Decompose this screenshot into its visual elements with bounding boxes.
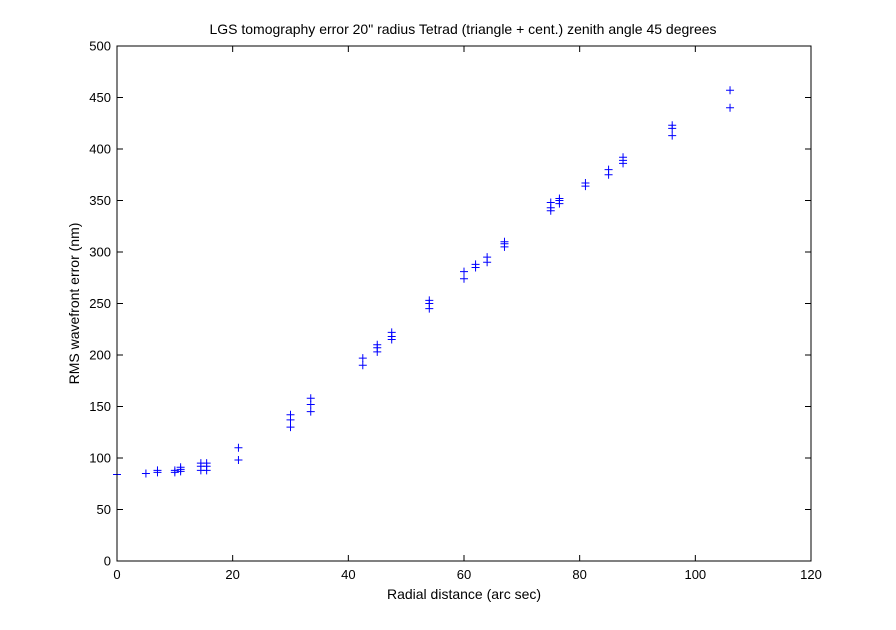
y-tick-label: 100 <box>89 451 111 466</box>
data-point <box>358 361 367 370</box>
data-point <box>726 86 735 95</box>
y-tick-label: 450 <box>89 90 111 105</box>
axis-ticks: 0 20 40 60 80 100 120 0 50 100 150 200 250 300 350 400 4… <box>89 39 822 583</box>
data-point <box>604 165 613 174</box>
data-point <box>202 459 211 468</box>
data-point <box>170 466 179 475</box>
data-point <box>373 340 382 349</box>
data-point <box>425 296 434 305</box>
data-point <box>668 131 677 140</box>
y-tick-label: 200 <box>89 348 111 363</box>
y-tick-label: 0 <box>104 554 111 569</box>
data-point <box>286 423 295 432</box>
y-tick-label: 250 <box>89 296 111 311</box>
data-point <box>460 267 468 276</box>
data-points <box>113 86 735 479</box>
data-point <box>460 274 468 283</box>
x-tick-label: 20 <box>225 567 239 582</box>
x-axis-label: Radial distance (arc sec) <box>387 586 541 602</box>
x-tick-label: 80 <box>572 567 586 582</box>
y-tick-label: 350 <box>89 193 111 208</box>
y-tick-label: 500 <box>89 39 111 54</box>
x-tick-label: 100 <box>684 567 706 582</box>
plot-frame <box>116 45 812 562</box>
x-tick-label: 60 <box>457 567 471 582</box>
data-point <box>234 443 243 452</box>
x-tick-label: 120 <box>800 567 822 582</box>
data-point <box>387 328 396 337</box>
data-point <box>619 153 628 162</box>
y-tick-label: 300 <box>89 245 111 260</box>
data-point <box>726 103 735 112</box>
data-point <box>471 260 480 269</box>
data-point <box>176 463 185 472</box>
data-point <box>234 456 243 465</box>
data-point <box>668 121 677 130</box>
y-axis-label: RMS wavefront error (nm) <box>66 223 82 385</box>
data-point <box>306 407 315 416</box>
data-point <box>153 466 162 475</box>
data-point <box>500 237 509 246</box>
data-point <box>141 469 150 478</box>
data-point <box>358 354 367 363</box>
data-point <box>555 194 564 203</box>
data-point <box>546 198 555 207</box>
data-point <box>306 394 315 403</box>
y-tick-label: 400 <box>89 142 111 157</box>
data-point <box>286 410 295 419</box>
data-point <box>483 253 492 262</box>
y-tick-label: 50 <box>97 502 111 517</box>
chart-title: LGS tomography error 20" radius Tetrad (… <box>209 21 716 37</box>
x-tick-label: 40 <box>341 567 355 582</box>
x-tick-label: 0 <box>113 567 120 582</box>
y-tick-label: 150 <box>89 399 111 414</box>
data-point <box>581 178 590 187</box>
